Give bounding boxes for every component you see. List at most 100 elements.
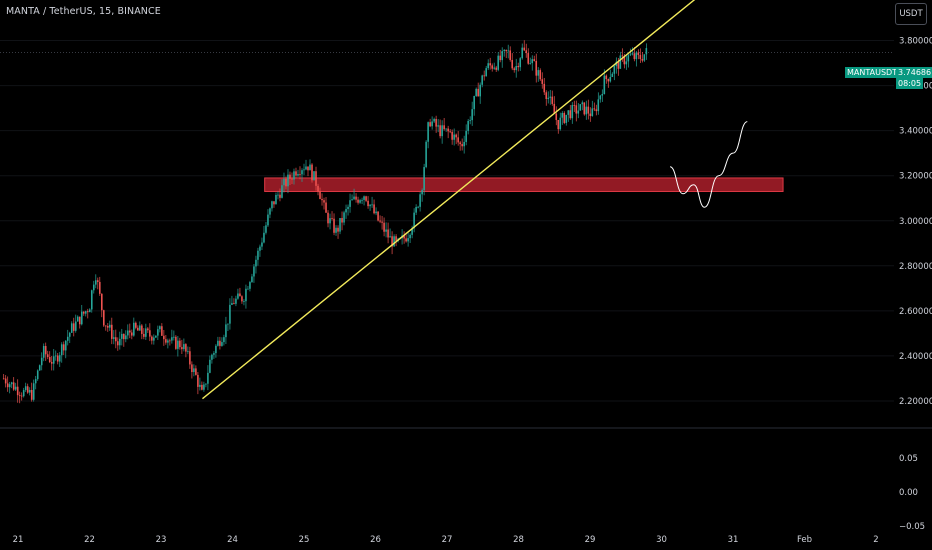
price-tick-label: 3.00000 [899, 217, 932, 227]
symbol-price-label: MANTAUSDT [845, 67, 900, 78]
candle-body [339, 218, 341, 232]
candle-body [46, 354, 49, 358]
price-tick-label: 3.80000 [899, 37, 932, 47]
candle-body [279, 194, 281, 198]
candle-body [501, 51, 503, 61]
candle-body [261, 242, 263, 247]
candle-body [481, 75, 483, 85]
candle-body [2, 378, 5, 380]
candle-body [74, 321, 77, 331]
price-tick-label: 3.40000 [899, 127, 932, 137]
candle-body [151, 336, 153, 341]
candle-body [329, 218, 331, 224]
candle-body [68, 332, 71, 337]
candle-body [417, 206, 419, 208]
candle-body [221, 342, 223, 346]
time-tick-label: 21 [13, 535, 24, 545]
candle-body [507, 50, 510, 52]
candle-body [391, 236, 393, 247]
candle-body [559, 117, 562, 130]
candle-body [453, 134, 455, 140]
candle-body [475, 88, 477, 96]
candlestick-series [2, 40, 648, 404]
trendline-segment [202, 0, 696, 400]
candle-body [72, 323, 75, 331]
candle-body [553, 103, 556, 114]
candle-body [645, 48, 648, 55]
price-tick-label: 2.40000 [899, 352, 932, 362]
candle-body [531, 59, 534, 64]
candle-body [38, 365, 41, 371]
candle-body [605, 75, 608, 80]
candle-body [28, 389, 31, 393]
candle-body [273, 201, 275, 205]
candle-body [20, 395, 23, 397]
candle-body [287, 174, 289, 187]
candle-body [637, 52, 640, 55]
candle-body [641, 59, 644, 61]
currency-button[interactable]: USDT [895, 3, 927, 25]
candle-body [177, 340, 179, 349]
candle-body [119, 338, 121, 346]
candle-body [163, 335, 165, 340]
candle-body [571, 104, 574, 119]
candle-body [321, 198, 323, 201]
time-axis[interactable]: 21 22 23 24 25 26 27 28 29 30 31 Feb 2 [13, 535, 879, 545]
candle-body [195, 368, 197, 375]
candle-body [511, 59, 514, 69]
last-price-label: 3.74686 [896, 67, 932, 78]
candle-body [325, 202, 327, 213]
candle-body [469, 120, 471, 121]
candle-body [205, 383, 207, 385]
candle-body [451, 131, 453, 140]
candle-body [52, 356, 55, 364]
price-tick-label: 2.80000 [899, 262, 932, 272]
candle-body [307, 166, 309, 171]
candle-body [185, 344, 187, 352]
candle-body [78, 316, 81, 325]
candle-body [275, 194, 277, 205]
candle-body [379, 220, 381, 222]
candle-body [491, 65, 493, 69]
candle-body [349, 200, 351, 207]
candle-body [513, 68, 516, 71]
candle-body [317, 185, 319, 192]
time-tick-label: 29 [585, 535, 596, 545]
candle-body [493, 67, 495, 69]
price-tick-label: 2.20000 [899, 397, 932, 407]
time-tick-label: 25 [299, 535, 310, 545]
candle-body [225, 324, 227, 338]
candle-body [625, 61, 628, 65]
candle-body [171, 337, 173, 341]
candle-body [383, 222, 385, 232]
candle-body [191, 364, 193, 373]
candle-body [535, 60, 538, 76]
candle-body [539, 70, 542, 80]
candle-body [187, 351, 189, 353]
candle-body [441, 125, 443, 137]
candle-body [467, 120, 469, 131]
candle-body [627, 55, 630, 62]
candle-body [153, 337, 155, 341]
candle-body [309, 164, 311, 171]
candle-body [333, 218, 335, 233]
candle-body [32, 383, 35, 400]
projection-path [669, 121, 748, 208]
time-tick-label: 26 [370, 535, 381, 545]
candle-body [125, 335, 127, 340]
candle-body [197, 374, 199, 387]
candle-body [60, 344, 63, 356]
candle-body [105, 325, 107, 327]
indicator-tick-label: 0.05 [899, 454, 918, 464]
candle-body [563, 112, 566, 123]
candle-body [40, 357, 43, 366]
candle-body [385, 229, 387, 232]
candle-body [395, 236, 397, 241]
candle-body [249, 282, 251, 289]
candle-body [107, 325, 109, 328]
candle-body [575, 105, 578, 114]
time-tick-label: 31 [728, 535, 739, 545]
price-axis[interactable]: 2.20000 2.40000 2.60000 2.80000 3.00000 3.200… [899, 37, 932, 407]
candle-body [82, 311, 85, 314]
